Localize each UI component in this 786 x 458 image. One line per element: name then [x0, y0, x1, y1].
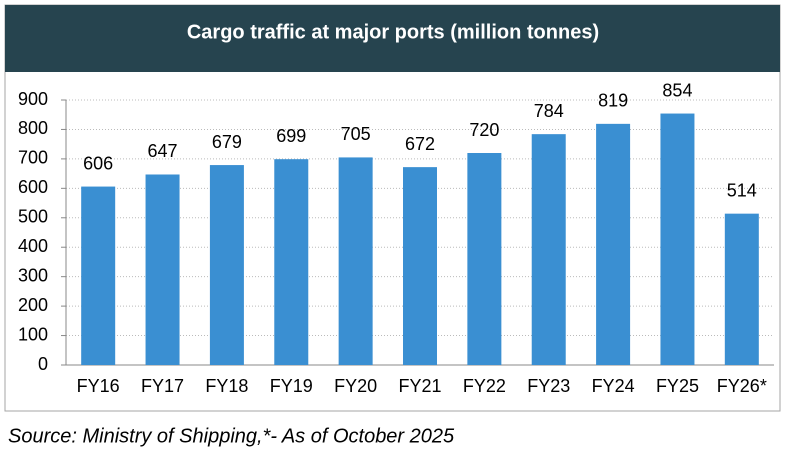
data-label: 699 — [276, 126, 306, 146]
x-tick-label: FY24 — [592, 376, 635, 396]
y-tick-label: 700 — [18, 148, 48, 168]
x-tick-label: FY17 — [141, 376, 184, 396]
data-label: 720 — [469, 120, 499, 140]
bar — [724, 213, 759, 365]
x-tick-label: FY25 — [656, 376, 699, 396]
bar — [81, 186, 116, 365]
data-label: 705 — [341, 124, 371, 144]
bar — [338, 157, 373, 365]
y-tick-label: 900 — [18, 89, 48, 109]
data-label: 606 — [83, 153, 113, 173]
source-note: Source: Ministry of Shipping,*- As of Oc… — [8, 425, 455, 447]
x-tick-label: FY18 — [205, 376, 248, 396]
bar — [145, 174, 180, 365]
y-tick-label: 400 — [18, 236, 48, 256]
bar — [531, 134, 566, 365]
x-tick-label: FY23 — [527, 376, 570, 396]
x-tick-label: FY22 — [463, 376, 506, 396]
y-tick-label: 100 — [18, 324, 48, 344]
x-tick-label: FY20 — [334, 376, 377, 396]
y-tick-label: 500 — [18, 207, 48, 227]
data-label: 647 — [148, 141, 178, 161]
y-tick-label: 0 — [38, 354, 48, 374]
bar — [403, 167, 437, 365]
chart-title: Cargo traffic at major ports (million to… — [187, 21, 599, 43]
bar — [467, 153, 502, 365]
x-tick-label: FY19 — [270, 376, 313, 396]
y-tick-label: 600 — [18, 177, 48, 197]
data-label: 819 — [598, 91, 628, 111]
x-tick-label: FY16 — [77, 376, 120, 396]
bar — [660, 113, 695, 366]
x-tick-label: FY21 — [398, 376, 441, 396]
data-label: 514 — [727, 180, 757, 200]
chart-frame — [4, 4, 781, 412]
x-tick-label: FY26* — [717, 376, 767, 396]
data-label: 679 — [212, 132, 242, 152]
data-label: 784 — [534, 101, 564, 121]
y-tick-label: 200 — [18, 295, 48, 315]
bar — [209, 165, 244, 365]
bar — [274, 159, 309, 365]
y-tick-label: 300 — [18, 265, 48, 285]
bar — [596, 123, 631, 365]
data-label: 672 — [405, 134, 435, 154]
data-label: 854 — [662, 80, 692, 100]
title-bar — [5, 5, 780, 72]
y-tick-label: 800 — [18, 118, 48, 138]
